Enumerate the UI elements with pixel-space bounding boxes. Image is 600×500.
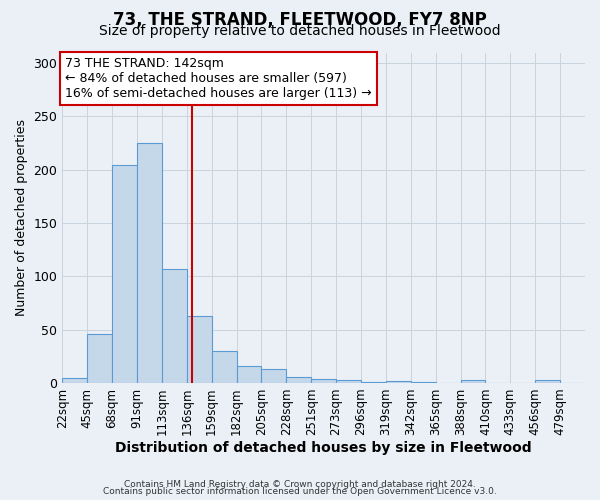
Text: Size of property relative to detached houses in Fleetwood: Size of property relative to detached ho… (99, 24, 501, 38)
Text: Contains public sector information licensed under the Open Government Licence v3: Contains public sector information licen… (103, 487, 497, 496)
Bar (361, 382, 386, 383)
X-axis label: Distribution of detached houses by size in Fleetwood: Distribution of detached houses by size … (115, 441, 532, 455)
Bar (87, 334, 112, 383)
Bar (262, 369, 286, 383)
Text: 73 THE STRAND: 142sqm
← 84% of detached houses are smaller (597)
16% of semi-det: 73 THE STRAND: 142sqm ← 84% of detached … (65, 58, 371, 100)
Text: Contains HM Land Registry data © Crown copyright and database right 2024.: Contains HM Land Registry data © Crown c… (124, 480, 476, 489)
Bar (236, 366, 262, 383)
Bar (535, 380, 560, 383)
Bar (137, 143, 162, 383)
Bar (311, 378, 336, 383)
Text: 73, THE STRAND, FLEETWOOD, FY7 8NP: 73, THE STRAND, FLEETWOOD, FY7 8NP (113, 11, 487, 29)
Bar (386, 381, 411, 383)
Bar (162, 269, 187, 383)
Bar (286, 376, 311, 383)
Bar (112, 166, 137, 383)
Bar (336, 380, 361, 383)
Y-axis label: Number of detached properties: Number of detached properties (15, 119, 28, 316)
Bar (461, 380, 485, 383)
Bar (212, 351, 236, 383)
Bar (411, 382, 436, 383)
Bar (187, 316, 212, 383)
Bar (62, 378, 87, 383)
